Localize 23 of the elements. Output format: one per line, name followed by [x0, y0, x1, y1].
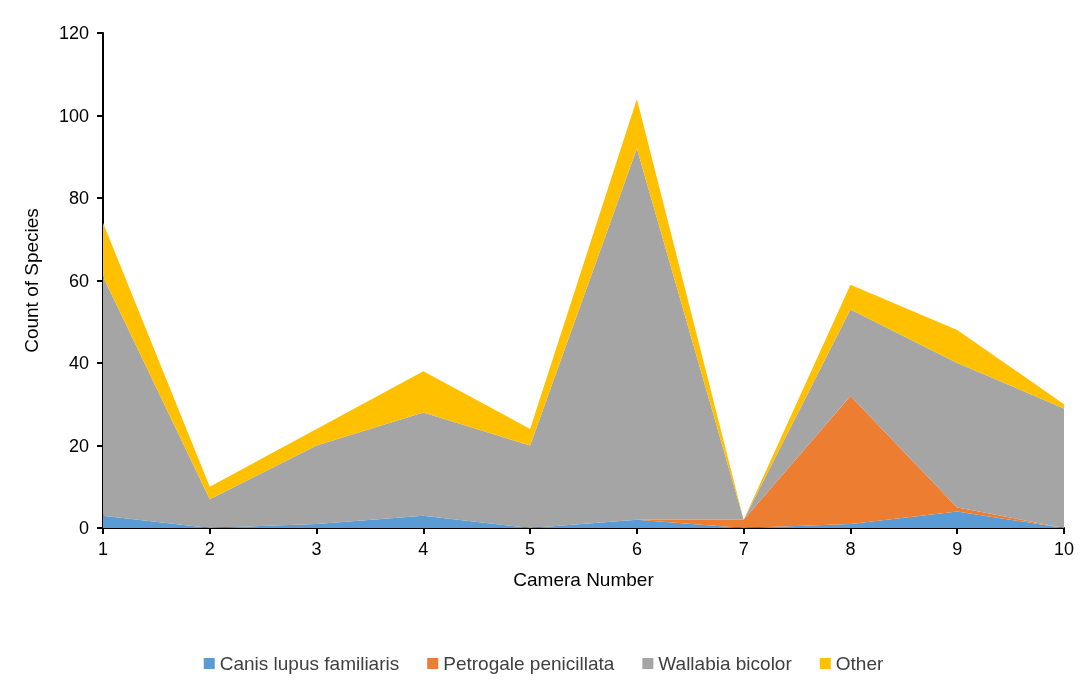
y-tick-label: 40	[68, 353, 89, 373]
x-tick-label: 2	[204, 539, 215, 559]
x-tick-label: 6	[631, 539, 642, 559]
x-axis-title: Camera Number	[513, 569, 655, 590]
y-tick-label: 60	[68, 270, 89, 291]
x-tick-label: 8	[845, 539, 856, 559]
x-tick-label: 7	[738, 539, 749, 559]
y-tick-label: 20	[68, 435, 89, 456]
x-tick-label: 4	[418, 539, 429, 559]
x-tick-label: 9	[952, 539, 963, 559]
x-tick-label: 10	[1053, 539, 1075, 559]
legend-label: Canis lupus familiaris	[219, 653, 400, 674]
legend-label: Petrogale penicillata	[443, 653, 615, 674]
x-tick-label: 5	[525, 539, 536, 559]
y-tick-label: 120	[58, 23, 89, 43]
y-tick-label: 100	[58, 105, 89, 126]
y-axis-title: Count of Species	[21, 208, 42, 353]
y-tick-label: 0	[78, 518, 89, 538]
x-tick-label: 1	[97, 539, 109, 559]
legend-label: Wallabia bicolor	[658, 653, 793, 674]
legend-label: Other	[835, 653, 884, 674]
y-tick-label: 80	[68, 188, 89, 208]
x-tick-label: 3	[311, 539, 322, 559]
